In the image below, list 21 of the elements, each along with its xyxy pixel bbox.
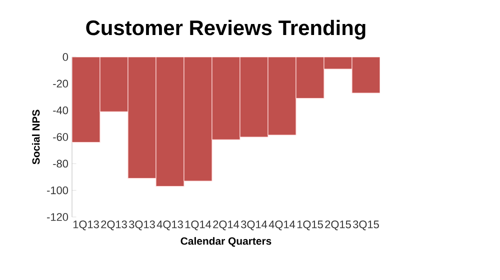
- y-tick-label: -120: [47, 213, 68, 221]
- y-tick-label: -40: [53, 106, 68, 114]
- x-tick-label: 2Q13: [101, 220, 127, 230]
- x-tick-label: 3Q13: [129, 220, 155, 230]
- x-tick-label: 1Q13: [73, 220, 99, 230]
- x-axis-title: Calendar Quarters: [180, 237, 272, 247]
- x-tick-label: 2Q15: [325, 220, 351, 230]
- y-tick-label: -60: [53, 133, 68, 141]
- y-axis-title: Social NPS: [32, 110, 40, 164]
- y-tick-label: -20: [53, 80, 68, 88]
- x-tick-label: 1Q14: [185, 220, 212, 230]
- x-tick-label: 3Q15: [353, 220, 379, 230]
- x-tick-label: 1Q15: [297, 220, 323, 230]
- x-tick-label: 2Q14: [213, 220, 240, 230]
- y-tick-label: -80: [53, 160, 68, 168]
- y-tick-label: -100: [47, 186, 68, 194]
- x-tick-label: 3Q14: [241, 220, 268, 230]
- chart-title: Customer Reviews Trending: [86, 20, 366, 40]
- x-tick-label: 4Q14: [268, 220, 296, 230]
- x-tick-label: 4Q13: [156, 220, 183, 230]
- y-tick-label: 0: [62, 53, 68, 61]
